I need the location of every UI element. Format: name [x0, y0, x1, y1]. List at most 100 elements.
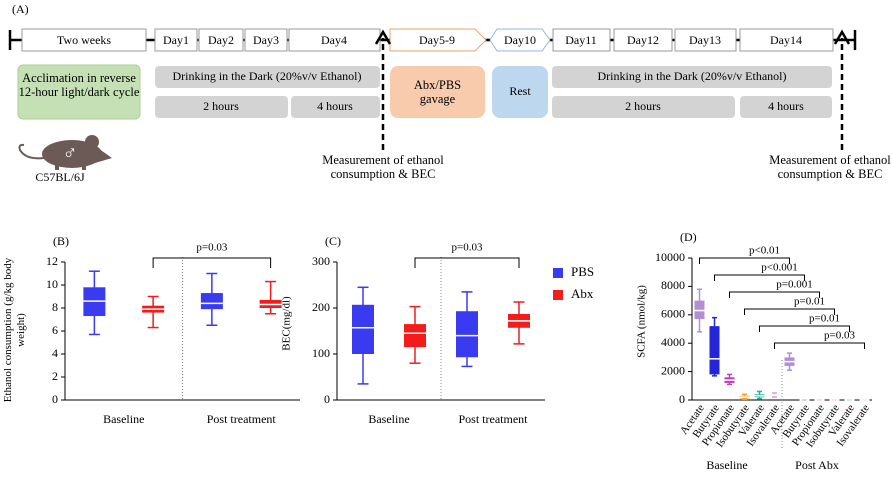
mouse-sex: ♂	[63, 143, 78, 165]
y-tick-label: 8000	[661, 278, 685, 292]
group-label: Baseline	[706, 458, 747, 472]
significance-bracket	[759, 325, 850, 332]
box	[404, 324, 426, 348]
hours-box	[552, 96, 735, 118]
mouse-icon	[18, 135, 112, 170]
p-value: p=0.01	[794, 296, 825, 308]
y-tick-label: 4	[52, 346, 58, 360]
p-value: p=0.03	[824, 330, 855, 342]
drinking-box	[155, 66, 380, 88]
y-tick-label: 6000	[661, 307, 685, 321]
y-tick-label: 200	[312, 300, 330, 314]
hours-box	[291, 96, 380, 118]
p-value: p=0.001	[776, 279, 812, 291]
mouse-strain: C57BL/6J	[35, 170, 85, 184]
significance-bracket	[774, 342, 865, 349]
timeline-label: Day14	[770, 33, 802, 47]
timeline-label: Day13	[689, 33, 721, 47]
acclimation-label: Acclimation in reverse 12-hour light/dar…	[18, 71, 140, 99]
hours-label: 4 hours	[768, 99, 804, 113]
legend-label: PBS	[571, 264, 594, 279]
significance-bracket	[714, 274, 805, 281]
timeline-box	[389, 28, 487, 52]
y-tick-label: 0	[52, 392, 58, 406]
timeline-box	[288, 28, 381, 52]
hours-label: 4 hours	[317, 99, 353, 113]
y-tick-label: 10	[46, 277, 58, 291]
hours-box	[155, 96, 288, 118]
timeline-box	[244, 28, 288, 52]
timeline-box	[739, 28, 834, 52]
legend-swatch	[553, 268, 563, 278]
group-label: Baseline	[103, 412, 144, 426]
y-axis-label: SCFA (nmol/kg)	[635, 285, 648, 358]
timeline-label: Day10	[504, 33, 536, 47]
panel-label: (B)	[53, 234, 69, 248]
gavage-label: Abx/PBS gavage	[413, 78, 462, 106]
panel-label: (D)	[680, 230, 697, 244]
measure-arrow-head	[833, 29, 851, 45]
box	[456, 311, 478, 358]
acclimation-box	[17, 64, 141, 120]
box	[200, 293, 223, 310]
timeline-label: Day1	[163, 33, 189, 47]
y-tick-label: 8	[52, 300, 58, 314]
group-label: Baseline	[368, 412, 409, 426]
timeline-label: Day11	[565, 33, 597, 47]
timeline-label: Day4	[321, 33, 347, 47]
timeline-label: Day3	[253, 33, 279, 47]
legend-swatch	[553, 290, 563, 300]
timeline-box	[198, 28, 244, 52]
y-tick-label: 2000	[661, 363, 685, 377]
measure-arrow-head	[374, 29, 392, 45]
y-axis-label: Ethanol consumption (g/kg body weight)	[2, 257, 27, 403]
timeline-box	[154, 28, 198, 52]
y-tick-label: 100	[312, 346, 330, 360]
drinking-label: Drinking in the Dark (20%v/v Ethanol)	[173, 69, 362, 83]
timeline-label: Day2	[208, 33, 234, 47]
panel-label: (C)	[325, 234, 341, 248]
timeline-label: Day5-9	[419, 33, 455, 47]
y-tick-label: 0	[324, 392, 330, 406]
panel-label: (A)	[12, 2, 29, 16]
y-tick-label: 4000	[661, 335, 685, 349]
y-tick-label: 6	[52, 323, 58, 337]
timeline-box	[674, 28, 737, 52]
p-value: p=0.01	[809, 313, 840, 325]
timeline-box	[21, 28, 147, 52]
p-value: p<0.001	[761, 262, 797, 274]
y-tick-label: 12	[46, 254, 58, 268]
y-tick-label: 0	[679, 392, 685, 406]
drinking-label: Drinking in the Dark (20%v/v Ethanol)	[598, 69, 787, 83]
rest-label: Rest	[509, 84, 531, 98]
measurement-label: Measurement of ethanol consumption & BEC	[322, 153, 444, 181]
y-tick-label: 300	[312, 254, 330, 268]
y-tick-label: 10000	[655, 250, 685, 264]
group-label: Post treatment	[459, 412, 529, 426]
hours-label: 2 hours	[625, 99, 661, 113]
timeline-box	[613, 28, 673, 52]
legend-label: Abx	[571, 286, 594, 301]
p-value: p<0.01	[749, 245, 780, 257]
box	[709, 326, 720, 375]
timeline	[8, 28, 857, 52]
p-value: p=0.03	[196, 242, 227, 254]
hours-box	[740, 96, 832, 118]
group-label: Post treatment	[207, 412, 277, 426]
group-label: Post Abx	[795, 458, 839, 472]
y-tick-label: 2	[52, 369, 58, 383]
hours-label: 2 hours	[203, 99, 239, 113]
timeline-label: Two weeks	[57, 33, 111, 47]
box	[352, 304, 374, 354]
significance-bracket	[729, 291, 820, 298]
timeline-box	[489, 28, 551, 52]
rest-box	[492, 66, 548, 118]
significance-bracket	[699, 257, 790, 264]
measurement-label: Measurement of ethanol consumption & BEC	[769, 153, 891, 181]
gavage-box	[390, 66, 485, 118]
timeline-label: Day12	[627, 33, 659, 47]
significance-bracket	[414, 257, 520, 268]
significance-bracket	[152, 257, 272, 268]
